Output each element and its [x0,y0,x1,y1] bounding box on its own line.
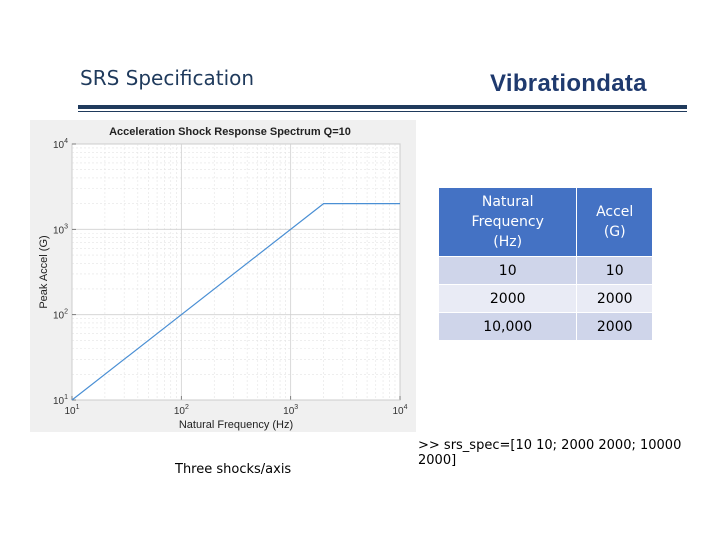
grid [71,143,401,401]
table-cell: 2000 [576,312,653,341]
y-axis-label: Peak Accel (G) [38,235,50,308]
slide-title: SRS Specification [80,66,255,90]
table-cell: 2000 [576,284,653,313]
series-layer [71,203,400,401]
srs-series-line [71,203,400,401]
table-header-row: Natural Frequency (Hz) Accel (G) [437,187,653,257]
table-row: 10,000 2000 [437,312,653,341]
header-rule [78,105,687,109]
x-tick-label: 104 [392,404,407,417]
x-tick-label: 102 [174,404,189,417]
table-cell: 10,000 [437,312,578,341]
table-cell: 10 [576,256,653,285]
table-row: 10 10 [437,256,653,285]
brand-logo: Vibrationdata [490,70,647,97]
chart-title: Acceleration Shock Response Spectrum Q=1… [109,126,351,138]
table-cell: 10 [437,256,578,285]
matlab-command: >> srs_spec=[10 10; 2000 2000; 10000 200… [418,438,682,468]
tick-labels: 101 102 103 104 101 102 103 104 [53,138,408,417]
y-tick-label: 102 [53,309,68,322]
header-natural-frequency: Natural Frequency (Hz) [437,187,578,257]
x-tick-label: 101 [64,404,79,417]
table-cell: 2000 [437,284,578,313]
header-rule-thin [78,111,687,112]
y-tick-label: 101 [53,394,68,407]
table-row: 2000 2000 [437,284,653,313]
x-tick-label: 103 [283,404,298,417]
srs-chart-svg: 101 102 103 104 101 102 103 104 Acceleration Sh… [38,126,408,431]
srs-spec-table: Natural Frequency (Hz) Accel (G) 10 10 2000… [437,187,653,341]
y-tick-label: 103 [53,223,68,236]
header-accel: Accel (G) [576,187,653,257]
y-tick-label: 104 [53,138,68,151]
x-axis-label: Natural Frequency (Hz) [179,419,293,431]
caption: Three shocks/axis [175,462,292,477]
srs-chart: 101 102 103 104 101 102 103 104 Acceleration Sh… [30,120,416,432]
